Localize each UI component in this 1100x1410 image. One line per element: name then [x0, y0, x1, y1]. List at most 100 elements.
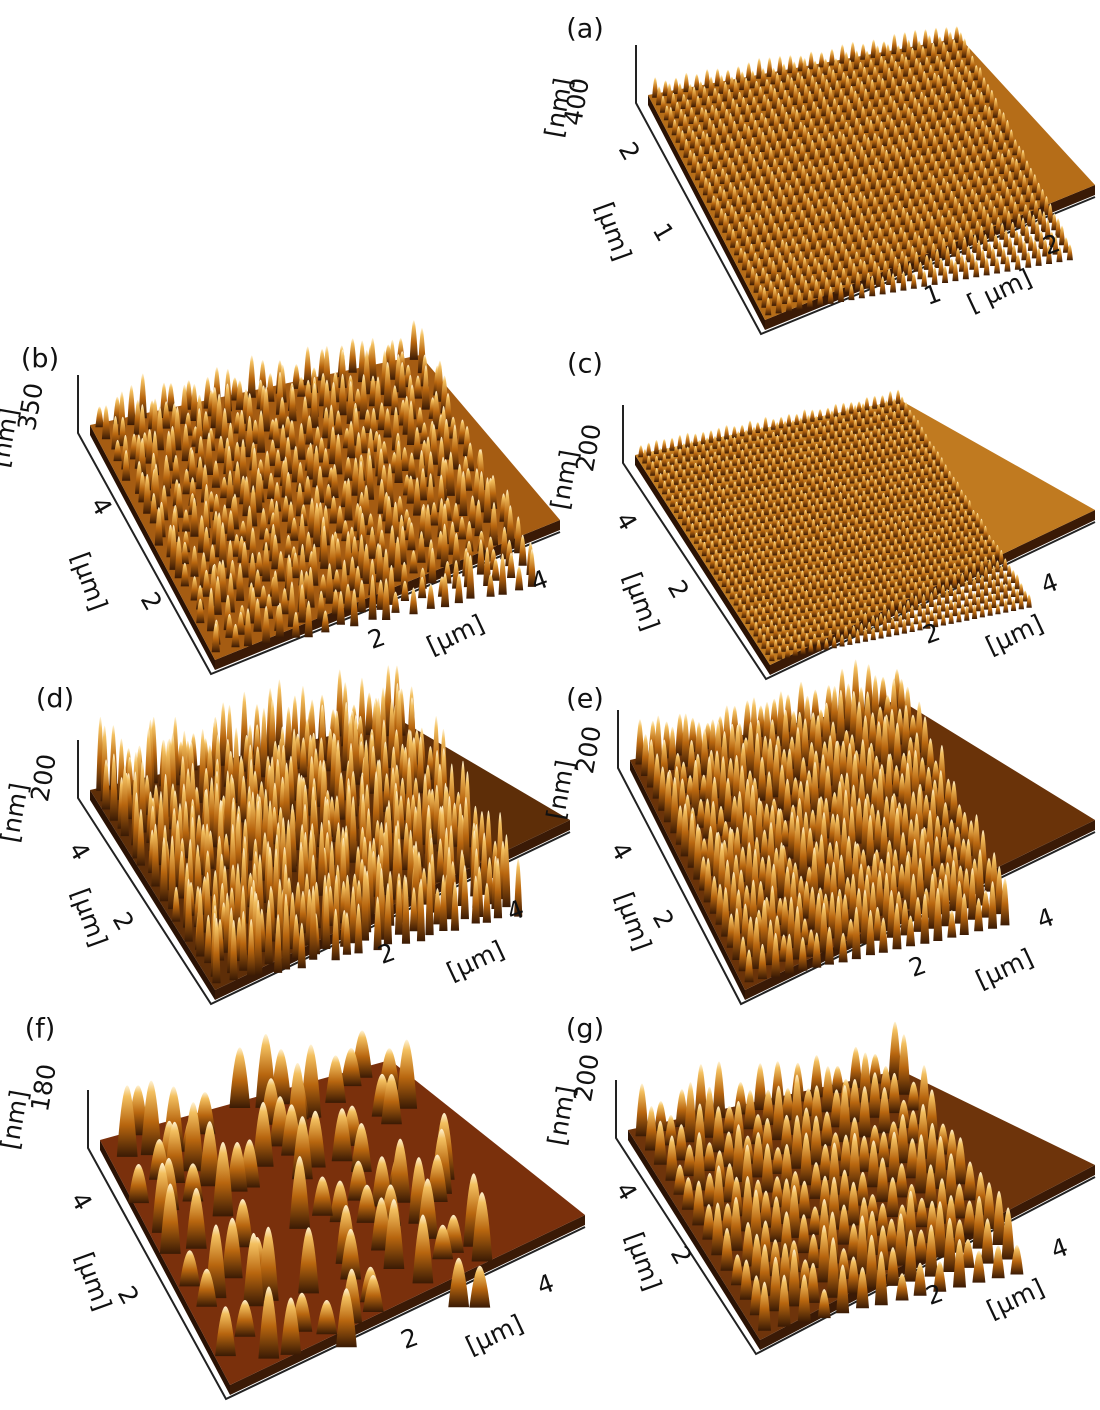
- x-tick-label: 4: [503, 894, 528, 927]
- x-unit-label: [µm]: [422, 609, 488, 661]
- x-tick-label: 4: [527, 564, 552, 597]
- spike: [1015, 574, 1020, 589]
- spike: [818, 409, 823, 420]
- x-tick-label: 2: [919, 617, 944, 650]
- x-unit-label: [µm]: [981, 609, 1047, 661]
- spike: [747, 420, 752, 434]
- z-unit-label: [nm]: [539, 76, 578, 140]
- afm-panel: (e)200[nm]42[µm]24[µm]: [541, 659, 1095, 1004]
- spike: [880, 395, 885, 407]
- panel-label: (g): [566, 1014, 604, 1045]
- spike: [127, 385, 135, 425]
- spike: [1011, 570, 1016, 583]
- spike: [95, 406, 103, 427]
- y-tick-label: 4: [610, 507, 643, 535]
- afm-panel: (b)350[nm]42[µm]24[µm]: [0, 320, 560, 674]
- y-tick-label: 4: [85, 492, 118, 520]
- x-unit-label: [µm]: [461, 1309, 527, 1361]
- panel-label: (e): [566, 684, 604, 715]
- spike: [755, 422, 760, 433]
- spike: [740, 425, 745, 437]
- panel-label: (d): [36, 684, 74, 715]
- z-unit-label: [nm]: [541, 758, 580, 822]
- spike: [895, 390, 900, 404]
- spike: [662, 439, 667, 453]
- spike: [888, 391, 893, 406]
- z-unit-label: [nm]: [542, 1084, 581, 1148]
- y-tick-label: 2: [662, 575, 695, 603]
- spike: [856, 401, 861, 412]
- y-tick-label: 2: [665, 1241, 698, 1269]
- spike: [872, 396, 877, 409]
- y-tick-label: 4: [65, 1187, 98, 1215]
- spike: [677, 435, 682, 450]
- x-unit-label: [µm]: [442, 935, 508, 987]
- z-unit-label: [nm]: [0, 781, 34, 845]
- z-unit-label: [nm]: [545, 448, 584, 512]
- panel-label: (c): [567, 349, 603, 380]
- y-unit-label: [µm]: [66, 548, 114, 614]
- y-tick-label: 4: [63, 837, 96, 865]
- afm-panel: (f)180[nm]42[µm]24[µm]: [0, 1014, 585, 1400]
- spike: [669, 438, 674, 451]
- x-unit-label: [µm]: [982, 1273, 1048, 1325]
- spike: [248, 355, 256, 397]
- spike: [779, 417, 784, 429]
- y-unit-label: [µm]: [66, 884, 114, 950]
- afm-panel: (d)200[nm]42[µm]24[µm]: [0, 665, 570, 1004]
- spike: [771, 419, 776, 430]
- z-unit-label: [nm]: [0, 1088, 34, 1152]
- spike: [701, 432, 706, 445]
- y-tick-label: 2: [107, 907, 140, 935]
- panel-label: (a): [566, 14, 604, 45]
- y-tick-label: 4: [605, 837, 638, 865]
- spike: [325, 1055, 346, 1103]
- y-tick-label: 2: [613, 137, 646, 165]
- afm-panel: (c)200[nm]42[µm]24[µm]: [545, 349, 1095, 680]
- spike: [349, 338, 357, 372]
- spike: [786, 414, 791, 427]
- x-tick-label: 1: [920, 278, 945, 311]
- figure: (a)400[nm]21[µm]12[ µm](b)350[nm]42[µm]2…: [0, 0, 1100, 1410]
- spike: [685, 433, 690, 448]
- spike: [638, 445, 643, 457]
- spike: [708, 430, 713, 443]
- spike: [515, 566, 523, 590]
- spike: [897, 1034, 910, 1094]
- x-tick-label: 2: [397, 1322, 422, 1355]
- spike: [102, 405, 110, 439]
- spike: [825, 408, 830, 419]
- y-unit-label: [µm]: [70, 1248, 118, 1314]
- spike: [724, 425, 729, 440]
- spike: [849, 402, 854, 414]
- x-tick-label: 2: [364, 622, 389, 655]
- z-unit-label: [nm]: [0, 406, 24, 470]
- spike: [499, 554, 507, 595]
- x-tick-label: 2: [905, 950, 930, 983]
- spike: [829, 49, 835, 66]
- spike: [833, 404, 838, 417]
- spike: [1026, 594, 1031, 607]
- panel-label: (b): [21, 344, 59, 375]
- spike: [802, 409, 807, 423]
- spike: [716, 428, 721, 442]
- spike: [304, 347, 312, 386]
- spike: [636, 1084, 649, 1137]
- x-tick-label: 4: [1047, 1232, 1072, 1265]
- y-unit-label: [µm]: [620, 1228, 668, 1294]
- y-tick-label: 2: [135, 587, 168, 615]
- spike: [427, 584, 435, 609]
- afm-panel: (a)400[nm]21[µm]12[ µm]: [539, 14, 1095, 335]
- afm-panel: (g)200[nm]42[µm]24[µm]: [542, 1014, 1095, 1355]
- x-tick-label: 2: [374, 937, 399, 970]
- spike: [396, 1040, 417, 1109]
- spike: [732, 426, 737, 438]
- spike: [693, 433, 698, 446]
- x-unit-label: [µm]: [971, 943, 1037, 995]
- y-unit-label: [µm]: [590, 198, 638, 264]
- spike: [410, 320, 418, 360]
- y-tick-label: 1: [647, 218, 680, 246]
- spike: [763, 417, 768, 432]
- spike: [284, 707, 292, 760]
- x-tick-label: 4: [533, 1268, 558, 1301]
